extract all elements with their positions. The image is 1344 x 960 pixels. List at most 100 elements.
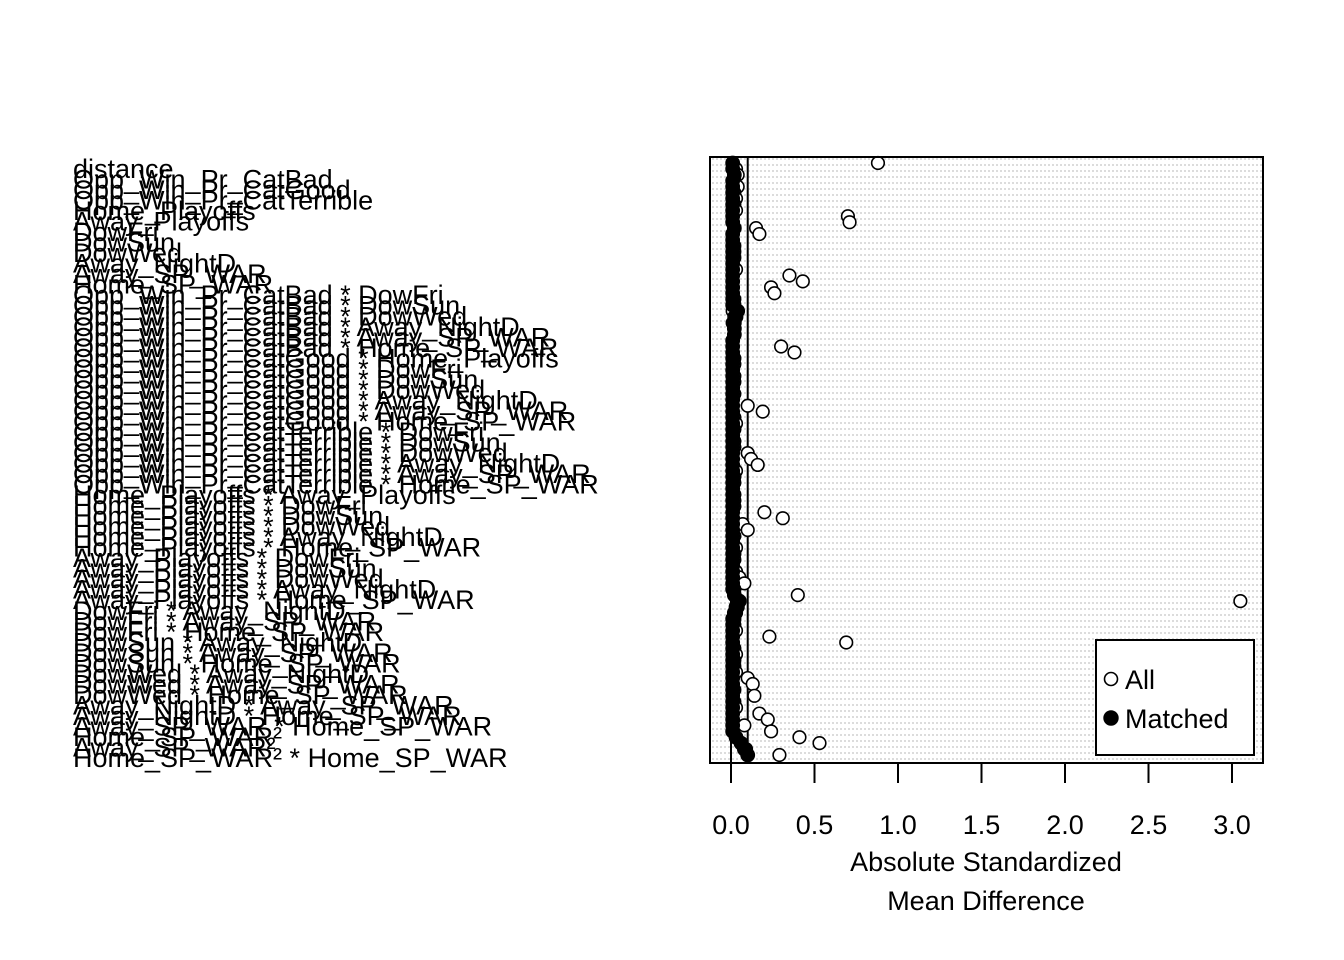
covariate-label: Opp_Win_Pr_CatGood * DowWed (73, 375, 485, 405)
point-all (792, 730, 807, 745)
point-all (740, 522, 755, 538)
x-tick-label: 2.5 (1130, 810, 1168, 840)
covariate-label: DowFri * Away_SP_WAR (73, 606, 376, 636)
covariate-label: Opp_Win_Pr_CatGood * Home_Playoffs (73, 343, 559, 373)
x-tick-label: 0.5 (796, 810, 834, 840)
covariate-label: Opp_Win_Pr_CatGood * DowSun (73, 364, 478, 394)
covariate-label: Away_Playoffs * DowFri (73, 543, 360, 573)
covariate-label: DowWed * Home_SP_WAR (73, 680, 408, 710)
point-all (762, 629, 777, 644)
covariate-label: Opp_Win_Pr_CatTerrible * Away_NightD (73, 449, 560, 479)
point-all (747, 688, 762, 703)
x-axis-title-line2: Mean Difference (887, 886, 1085, 916)
covariate-labels: distanceOpp_Win_Pr_CatBadOpp_Win_Pr_CatG… (73, 154, 599, 773)
covariate-label: Opp_Win_Pr_CatTerrible * DowSun (73, 427, 501, 457)
covariate-label: DowWed * Away_SP_WAR (73, 669, 400, 699)
point-all (772, 747, 787, 763)
point-all (757, 505, 772, 520)
point-all (775, 511, 790, 526)
covariate-label: Opp_Win_Pr_CatBad * DowSun (73, 291, 460, 321)
covariate-label: distance (73, 154, 174, 184)
covariate-label: Home_SP_WAR (73, 270, 273, 300)
x-tick-label: 1.5 (963, 810, 1001, 840)
legend: All Matched (1095, 639, 1255, 756)
covariate-label: Away_Playoffs (73, 207, 249, 237)
legend-label-matched: Matched (1125, 704, 1229, 734)
x-tick-label: 1.0 (879, 810, 917, 840)
covariate-label: Away_NightD (73, 249, 236, 279)
covariate-label: Home_Playoffs * Home_SP_WAR (73, 533, 481, 563)
point-all (740, 398, 755, 413)
point-matched (740, 747, 756, 763)
covariate-label: Opp_Win_Pr_CatBad * DowWed (73, 301, 467, 331)
point-all (782, 268, 797, 283)
legend-marker-all (1103, 671, 1119, 687)
covariate-label: Home_Playoffs * Away_Playoffs (73, 480, 456, 510)
covariate-label: Home_Playoffs * Away_NightD (73, 522, 443, 552)
covariate-label: Opp_Win_Pr_CatTerrible * Home_SP_WAR (73, 470, 599, 500)
covariate-label: Away_SP_WAR² (73, 732, 276, 762)
covariate-label: Away_Playoffs * DowWed (73, 564, 384, 594)
legend-box (1095, 639, 1255, 756)
series-matched (725, 155, 756, 763)
point-all (842, 215, 857, 230)
covariate-label: DowFri * Away_NightD (73, 596, 346, 626)
x-axis: 0.0 0.5 1.0 1.5 2.0 2.5 3.0 (712, 762, 1251, 840)
point-all (839, 635, 854, 650)
covariate-label: Opp_Win_Pr_CatGood * Home_SP_WAR (73, 406, 576, 436)
covariate-label: Opp_Win_Pr_CatBad * DowFri (73, 280, 444, 310)
point-all (745, 676, 760, 692)
legend-label-all: All (1125, 665, 1155, 695)
covariate-label: Opp_Win_Pr_CatTerrible (73, 186, 373, 216)
x-tick-label: 2.0 (1046, 810, 1084, 840)
x-axis-title-line1: Absolute Standardized (850, 847, 1122, 877)
point-all (1233, 593, 1248, 609)
covariate-label: Away_Playoffs * Home_SP_WAR (73, 585, 475, 615)
covariate-label: Opp_Win_Pr_CatGood * DowFri (73, 354, 462, 384)
point-all (787, 345, 802, 360)
covariate-label: Away_SP_WAR (73, 259, 267, 289)
covariate-label: Opp_Win_Pr_CatBad * Away_SP_WAR (73, 322, 550, 352)
covariate-label: DowFri (73, 217, 159, 247)
point-all (750, 457, 765, 473)
point-all (763, 724, 779, 739)
point-all (790, 588, 805, 603)
covariate-label: Away_NightD * Home_SP_WAR (73, 701, 462, 731)
covariate-label: Opp_Win_Pr_CatTerrible * DowFri (73, 417, 484, 447)
covariate-label: Opp_Win_Pr_CatGood * Away_NightD (73, 385, 538, 415)
covariate-label: DowSun * Away_SP_WAR (73, 638, 393, 668)
covariate-label: DowWed (73, 238, 182, 268)
covariate-label: Opp_Win_Pr_CatBad (73, 165, 333, 195)
covariate-label: Home_Playoffs (73, 196, 256, 226)
point-all (870, 155, 886, 171)
covariate-label: Away_Playoffs * DowSun (73, 554, 377, 584)
covariate-label: Away_Playoffs * Away_NightD (73, 575, 436, 605)
covariate-label: Opp_Win_Pr_CatBad * Home_SP_WAR (73, 333, 558, 363)
covariate-label: Opp_Win_Pr_CatTerrible * DowWed (73, 438, 508, 468)
point-all (773, 339, 789, 354)
point-all (795, 274, 810, 289)
x-tick-label: 3.0 (1213, 810, 1251, 840)
covariate-label: Home_Playoffs * DowFri (73, 491, 367, 521)
covariate-label: Opp_Win_Pr_CatTerrible * Away_SP_WAR (73, 459, 591, 489)
covariate-label: Home_SP_WAR² * Home_SP_WAR (73, 743, 508, 773)
point-all (755, 404, 770, 419)
covariate-label: Away_SP_WAR * Home_SP_WAR (73, 711, 492, 741)
covariate-label: Home_SP_WAR² (73, 722, 282, 752)
legend-marker-matched (1103, 710, 1119, 726)
covariate-label: Opp_Win_Pr_CatGood * Away_SP_WAR (73, 396, 568, 426)
covariate-label: Opp_Win_Pr_CatGood (73, 175, 351, 205)
x-tick-label: 0.0 (712, 810, 750, 840)
covariate-label: DowSun (73, 228, 175, 258)
covariate-label: DowSun * Away_NightD (73, 627, 362, 657)
covariate-label: Home_Playoffs * DowWed (73, 512, 390, 542)
covariate-label: DowWed * Away_NightD (73, 659, 369, 689)
covariate-label: Opp_Win_Pr_CatBad * Away_NightD (73, 312, 520, 342)
point-all (767, 286, 782, 301)
covariate-label: Away_NightD * Away_SP_WAR (73, 690, 454, 720)
point-all (752, 226, 767, 242)
covariate-label: Home_Playoffs * DowSun (73, 501, 383, 531)
covariate-label: DowSun * Home_SP_WAR (73, 648, 401, 678)
covariate-label: DowFri * Home_SP_WAR (73, 617, 384, 647)
